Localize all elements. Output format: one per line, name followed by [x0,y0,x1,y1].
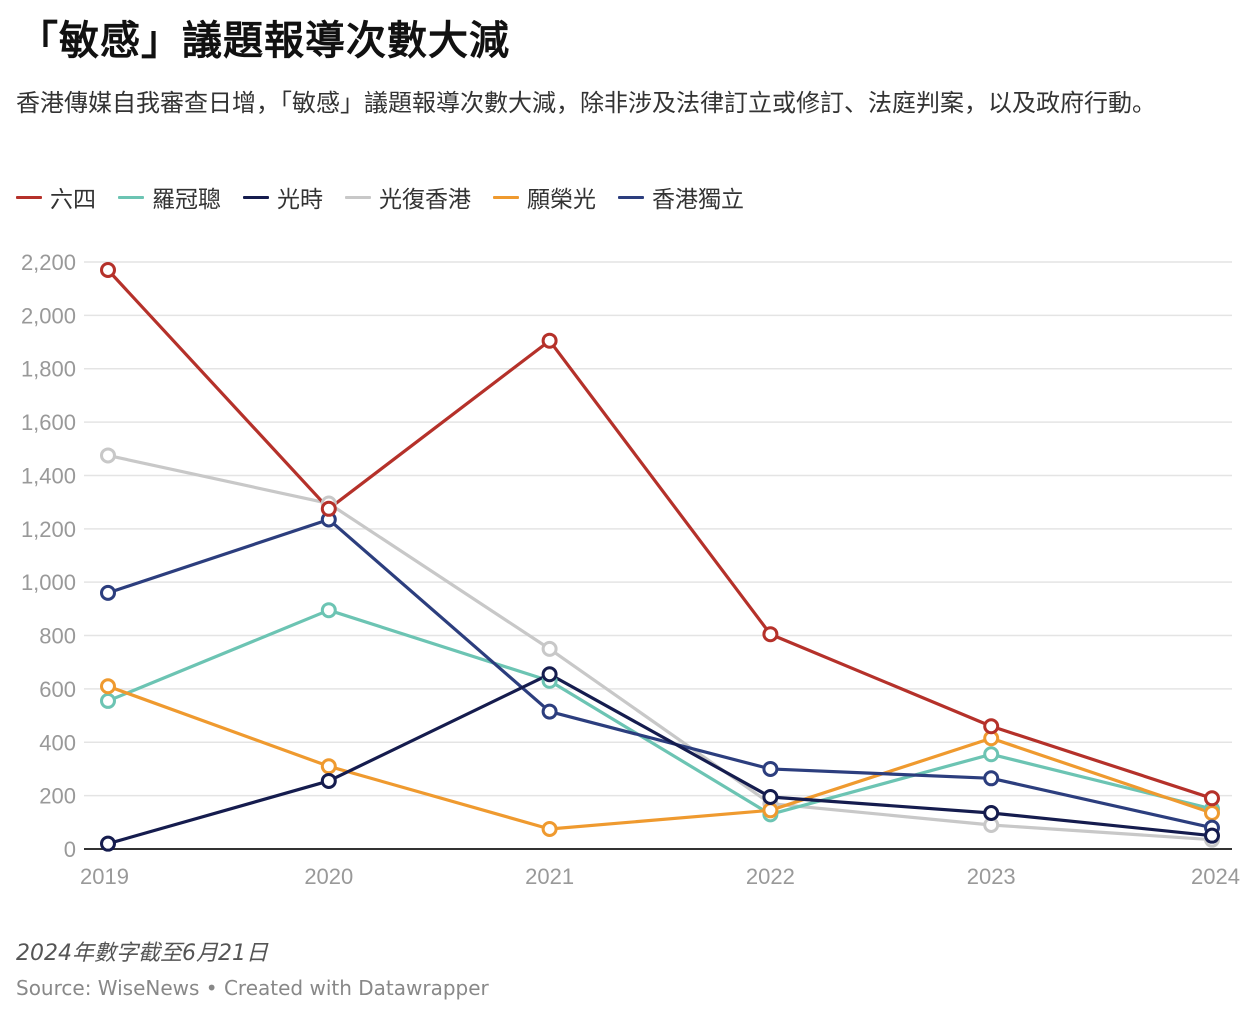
data-point [541,332,558,349]
data-point [762,760,779,777]
x-tick-label: 2019 [80,864,129,889]
x-tick-label: 2021 [525,864,574,889]
data-point [1204,827,1220,844]
legend: 六四 羅冠聰 光時 光復香港 願榮光 香港獨立 [16,180,766,214]
data-point [100,447,116,464]
line-chart: 0 200 400 600 800 1,000 1,200 1,400 1,600 1,800 2,… [21,250,1240,889]
chart-subtitle: 香港傳媒自我審查日增，「敏感」議題報導次數大減，除非涉及法律訂立或修訂、法庭判案… [16,89,1156,117]
legend-swatch [493,195,519,199]
data-point [541,703,558,720]
y-tick-label: 1,600 [21,410,76,435]
data-point [320,772,337,789]
data-point [100,584,116,601]
data-point [762,788,779,805]
y-tick-label: 800 [39,624,76,649]
data-point [541,640,558,657]
legend-item: 願榮光 [493,180,596,214]
legend-item: 光復香港 [345,180,471,214]
footnote: 2024年數字截至6月21日 [16,941,268,966]
x-tick-label: 2022 [746,864,795,889]
legend-swatch [118,195,144,199]
series-line [107,672,1213,846]
legend-label: 願榮光 [527,187,596,213]
y-tick-label: 1,200 [21,517,76,542]
y-tick-label: 1,400 [21,463,76,488]
data-point [320,758,337,775]
y-tick-label: 1,000 [21,570,76,595]
data-point [100,262,116,279]
data-point [100,692,116,709]
legend-item: 光時 [243,180,323,214]
data-point [541,820,558,837]
series-line [107,608,1213,816]
source-credit: Source: WiseNews • Created with Datawrap… [16,976,489,1000]
legend-label: 羅冠聰 [152,187,221,213]
series-line [106,268,1213,800]
legend-label: 香港獨立 [652,187,744,213]
data-point [320,500,337,517]
legend-item: 六四 [16,180,96,214]
y-tick-label: 1,800 [21,357,76,382]
chart-title: 「敏感」議題報導次數大減 [18,18,510,64]
data-point [100,678,116,695]
data-point [983,770,1000,787]
data-point [320,602,337,619]
series-line [107,517,1213,830]
data-point [100,835,116,852]
data-point [762,802,779,819]
y-tick-label: 2,000 [21,303,76,328]
data-point [1204,804,1220,821]
y-tick-label: 2,200 [21,250,76,275]
series-line [107,453,1213,842]
y-tick-label: 0 [64,837,76,862]
y-tick-label: 200 [39,784,76,809]
data-point [1204,790,1220,807]
legend-label: 光復香港 [379,187,471,213]
legend-swatch [345,195,371,199]
legend-swatch [243,195,269,199]
legend-item: 香港獨立 [618,180,744,214]
x-tick-label: 2024 [1191,864,1240,889]
data-point [762,626,779,643]
data-point [541,666,558,683]
y-tick-label: 400 [39,730,76,755]
x-tick-label: 2023 [967,864,1016,889]
x-tick-label: 2020 [304,864,353,889]
legend-swatch [618,195,644,199]
data-point [983,804,1000,821]
legend-item: 羅冠聰 [118,180,221,214]
legend-swatch [16,195,42,199]
y-tick-label: 600 [39,677,76,702]
data-point [983,746,1000,763]
series-line [107,684,1213,831]
legend-label: 六四 [50,187,96,213]
data-point [983,718,1000,735]
legend-label: 光時 [277,187,323,213]
